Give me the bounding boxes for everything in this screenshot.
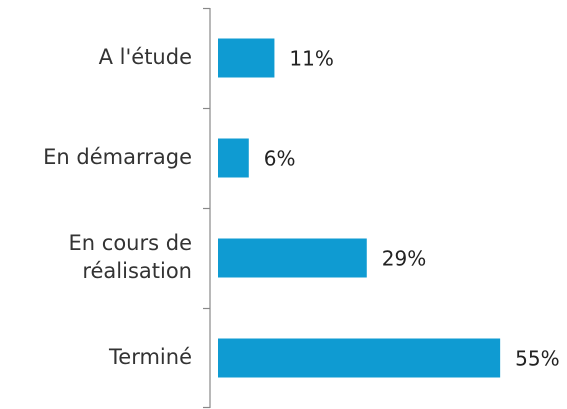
category-label: Terminé — [108, 345, 192, 369]
category-label: A l'étude — [99, 45, 192, 69]
data-label: 11% — [289, 47, 333, 71]
data-label: 29% — [382, 247, 426, 271]
bar — [218, 138, 249, 178]
bar — [218, 338, 501, 378]
category-label: En démarrage — [43, 145, 192, 169]
data-label: 55% — [515, 347, 559, 371]
data-label: 6% — [264, 147, 296, 171]
bar — [218, 238, 367, 278]
bar — [218, 38, 275, 78]
category-label: En cours de réalisation — [69, 231, 192, 283]
axis-ticks — [203, 7, 210, 409]
